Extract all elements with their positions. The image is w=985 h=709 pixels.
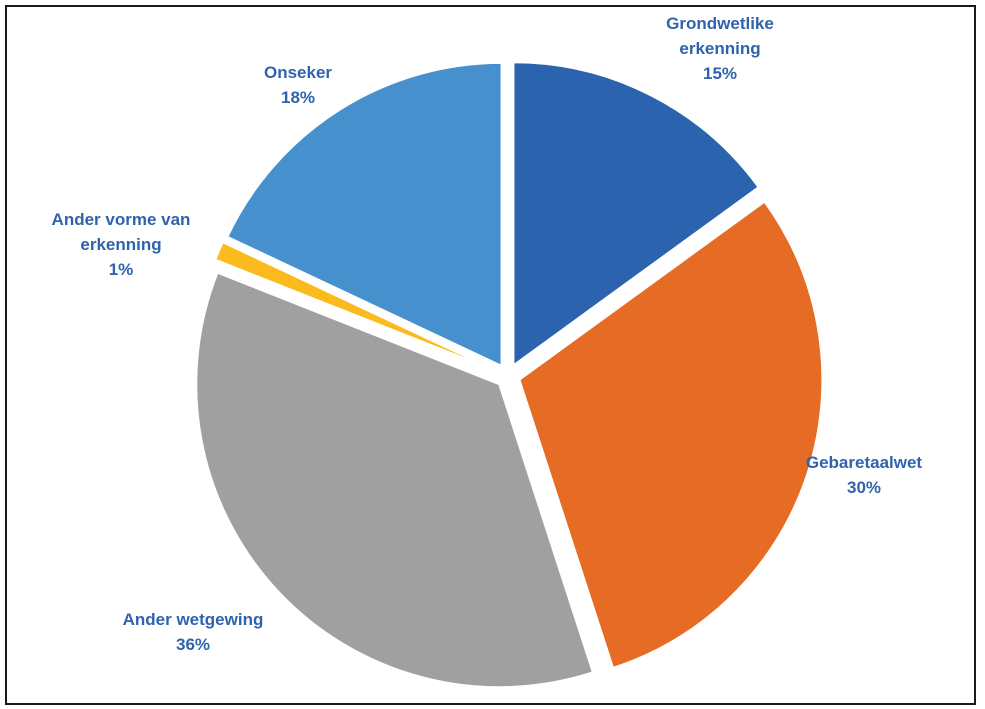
pie-chart: Grondwetlike erkenning 15% Gebaretaalwet 30%… xyxy=(52,14,923,689)
pie-slice-4 xyxy=(226,61,503,368)
slice-label-line-1-0: Gebaretaalwet xyxy=(806,453,923,472)
slice-label-0: Grondwetlike erkenning 15% xyxy=(666,14,774,83)
slice-percent-4: 18% xyxy=(281,88,315,107)
slice-label-line-0-0: Grondwetlike xyxy=(666,14,774,33)
slice-percent-1: 30% xyxy=(847,478,881,497)
slice-label-4: Onseker 18% xyxy=(264,63,332,107)
chart-frame: Grondwetlike erkenning 15% Gebaretaalwet 30%… xyxy=(5,5,976,705)
slice-label-3: Ander vorme van erkenning 1% xyxy=(52,210,191,279)
slice-label-line-4-0: Onseker xyxy=(264,63,332,82)
slice-label-1: Gebaretaalwet 30% xyxy=(806,453,923,497)
slice-percent-0: 15% xyxy=(703,64,737,83)
slice-label-2: Ander wetgewing 36% xyxy=(123,610,264,654)
slice-percent-2: 36% xyxy=(176,635,210,654)
slice-label-line-2-0: Ander wetgewing xyxy=(123,610,264,629)
pie-slice-0 xyxy=(512,61,760,368)
slice-label-line-3-0: Ander vorme van xyxy=(52,210,191,229)
pie-slice-1 xyxy=(518,200,824,670)
slice-percent-3: 1% xyxy=(109,260,134,279)
slice-label-line-0-1: erkenning xyxy=(679,39,760,58)
pie-slice-3 xyxy=(213,240,498,373)
pie-slice-2 xyxy=(195,271,595,689)
slice-label-line-3-1: erkenning xyxy=(80,235,161,254)
